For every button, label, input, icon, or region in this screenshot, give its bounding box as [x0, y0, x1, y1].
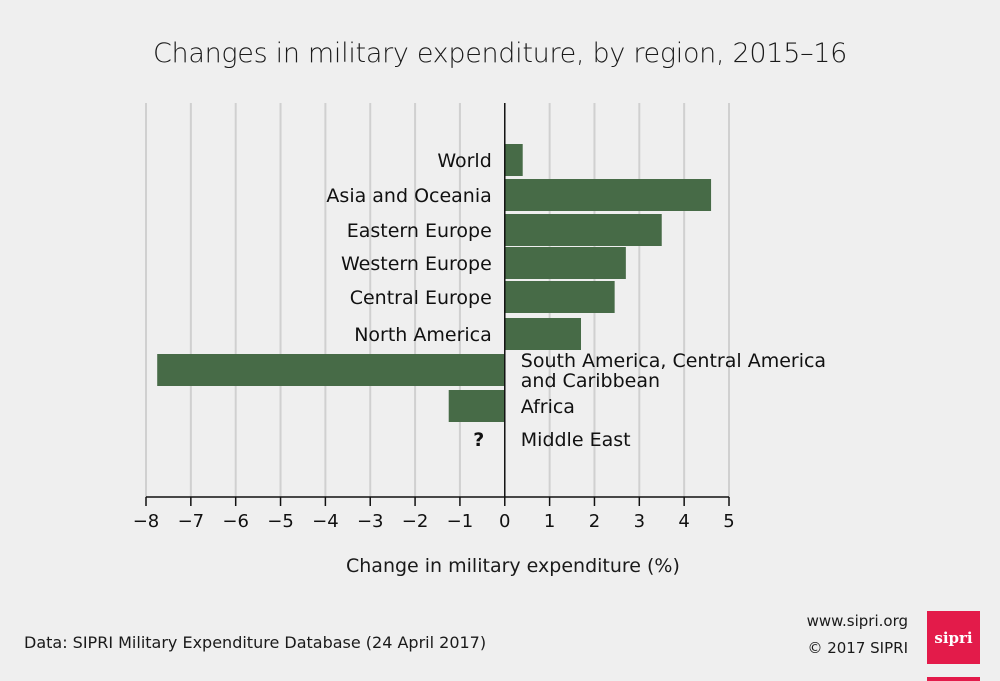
- x-tick-label: −4: [312, 511, 339, 532]
- bar: [504, 179, 712, 211]
- category-label: Eastern Europe: [347, 220, 492, 242]
- x-tick-label: 5: [723, 511, 734, 532]
- x-axis-label: Change in military expenditure (%): [346, 555, 680, 577]
- x-tick-label: −1: [447, 511, 474, 532]
- x-tick-label: −5: [267, 511, 294, 532]
- data-source: Data: SIPRI Military Expenditure Databas…: [24, 633, 487, 652]
- bar: [504, 144, 523, 176]
- sipri-logo: sipri: [927, 611, 980, 664]
- chart-title: Changes in military expenditure, by regi…: [152, 38, 848, 69]
- bar: [504, 318, 582, 350]
- x-tick-label: −6: [222, 511, 249, 532]
- category-label: Middle East: [521, 429, 631, 451]
- bar: [504, 247, 626, 279]
- x-tick-label: −2: [402, 511, 429, 532]
- bar: [157, 354, 505, 386]
- x-tick-label: −7: [178, 511, 205, 532]
- missing-marker: ?: [473, 429, 484, 451]
- category-label: Asia and Oceania: [326, 185, 491, 207]
- x-tick-label: −8: [133, 511, 160, 532]
- category-label: North America: [354, 324, 492, 346]
- x-tick-label: −3: [357, 511, 384, 532]
- category-label: Western Europe: [341, 253, 492, 275]
- bar: [448, 390, 505, 422]
- website-link[interactable]: www.sipri.org: [806, 612, 908, 630]
- x-tick-label: 4: [678, 511, 689, 532]
- category-label: and Caribbean: [521, 370, 660, 392]
- copyright: © 2017 SIPRI: [807, 639, 908, 657]
- category-label: South America, Central America: [521, 350, 826, 372]
- x-tick-label: 2: [589, 511, 600, 532]
- category-label: Central Europe: [350, 287, 492, 309]
- bar: [504, 281, 615, 313]
- x-tick-label: 3: [634, 511, 645, 532]
- x-tick-label: 1: [544, 511, 555, 532]
- logo-decoration: [927, 677, 980, 681]
- bar: [504, 214, 662, 246]
- category-label: World: [437, 150, 491, 172]
- category-label: Africa: [521, 396, 575, 418]
- x-tick-label: 0: [499, 511, 510, 532]
